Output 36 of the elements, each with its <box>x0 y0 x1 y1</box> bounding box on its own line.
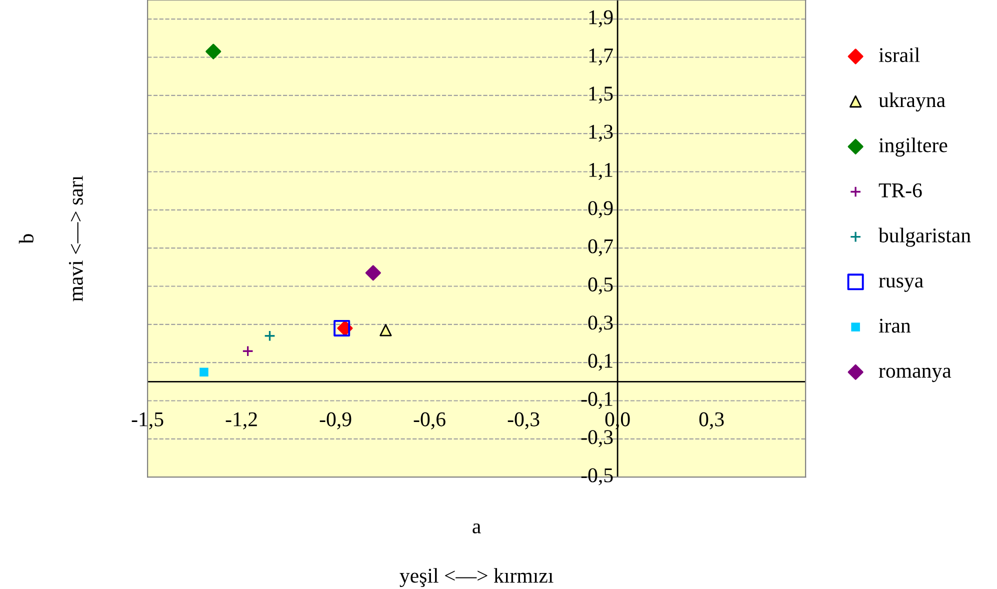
legend-label: TR-6 <box>878 183 922 198</box>
text: a yeşil <—> kırmızı <box>400 523 554 588</box>
legend-label: rusya <box>878 278 924 292</box>
point <box>264 330 276 342</box>
y-tick-label: 0,9 <box>588 201 613 218</box>
legend-label: ukrayna <box>878 92 946 112</box>
text: b mavi <—> sarı <box>18 176 83 302</box>
y-tick-label: -0,5 <box>581 468 613 486</box>
x-tick-label: -1,5 <box>132 412 164 430</box>
point <box>334 320 350 336</box>
x-tick-label: -0,9 <box>320 412 352 430</box>
legend-label: ingiltere <box>878 138 948 157</box>
y-tick-label: 0,7 <box>588 239 613 256</box>
legend-label: bulgaristan <box>878 228 971 247</box>
y-tick-label: 1,9 <box>589 10 613 28</box>
legend-label: israil <box>878 47 920 62</box>
point <box>380 324 392 336</box>
y-tick-label: 0,3 <box>588 316 613 333</box>
y-tick-label: 0,1 <box>588 354 612 371</box>
y-tick-label: 1,3 <box>589 124 613 142</box>
x-tick-label: -1,2 <box>226 412 257 430</box>
point <box>365 265 381 281</box>
y-tick-label: 1,7 <box>589 48 613 66</box>
y-tick-label: -0,3 <box>581 430 613 448</box>
point <box>200 368 208 377</box>
y-tick-label: 1,5 <box>589 86 613 104</box>
x-tick-label: -0,6 <box>414 412 446 430</box>
y-tick-label: 1,1 <box>589 163 612 180</box>
y-tick-label: 0,5 <box>588 277 613 294</box>
x-tick-label: -0,3 <box>508 412 540 430</box>
legend-label: romanya <box>878 368 952 382</box>
legend-label: iran <box>878 318 911 333</box>
point <box>242 345 254 357</box>
y-tick-label: -0,1 <box>581 392 612 409</box>
x-tick-label: 0,3 <box>699 412 724 430</box>
point <box>206 44 222 60</box>
